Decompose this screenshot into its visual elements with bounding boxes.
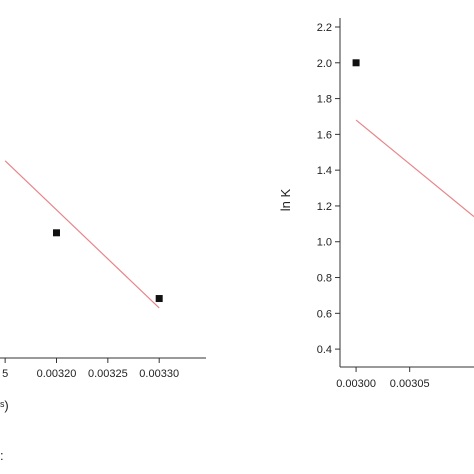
- right-x-tick-label: 0.00305: [390, 378, 430, 390]
- left-below-fragment: :: [0, 448, 4, 463]
- right-y-tick-label: 0.6: [317, 308, 332, 320]
- left-xlabel-fragment: ˢ): [0, 398, 9, 413]
- right-y-tick-label: 1.2: [317, 201, 332, 213]
- right-y-axis-title: ln K: [278, 188, 293, 211]
- right-y-ticks: 0.4 0.6 0.8 1.0 1.2 1.4 1.6 1.8 2.0 2.2: [317, 22, 340, 356]
- left-points: [52, 229, 163, 303]
- right-points: [352, 59, 360, 67]
- left-x-ticks: 5 0.00320 0.00325 0.00330: [2, 358, 179, 380]
- right-x-ticks: 0.00300 0.00305: [336, 367, 430, 390]
- right-y-tick-label: 0.4: [317, 344, 332, 356]
- right-fit-line-group: [355, 119, 474, 218]
- left-data-point: [52, 229, 60, 237]
- left-fit-line: [4, 160, 160, 309]
- left-fit-line-group: [4, 160, 160, 309]
- right-y-tick-label: 0.8: [317, 273, 332, 285]
- right-y-tick-label: 1.4: [317, 165, 332, 177]
- left-x-tick-label: 0.00330: [139, 368, 179, 380]
- left-x-tick-label: 0.00320: [37, 368, 77, 380]
- left-chart-panel: 5 0.00320 0.00325 0.00330 ˢ) :: [0, 160, 206, 463]
- right-y-tick-label: 1.0: [317, 237, 332, 249]
- right-y-tick-label: 1.8: [317, 94, 332, 106]
- left-x-tick-label: 5: [2, 368, 8, 380]
- right-y-tick-label: 1.6: [317, 129, 332, 141]
- right-fit-line: [355, 119, 474, 218]
- right-x-tick-label: 0.00300: [336, 378, 376, 390]
- left-data-point: [155, 295, 163, 303]
- left-x-tick-label: 0.00325: [88, 368, 128, 380]
- right-y-tick-label: 2.2: [317, 22, 332, 34]
- right-data-point: [352, 59, 360, 67]
- right-y-tick-label: 2.0: [317, 58, 332, 70]
- right-chart-panel: 0.40.60.81.01.21.41.61.82.02.2 0.00300 0.…: [278, 18, 474, 390]
